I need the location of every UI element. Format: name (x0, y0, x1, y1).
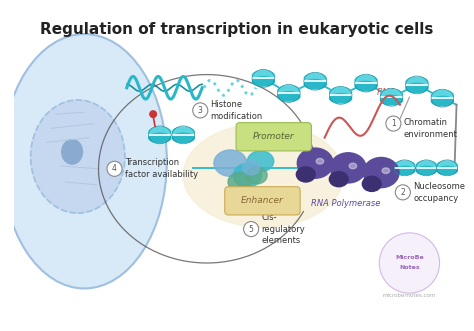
Ellipse shape (355, 75, 377, 85)
Circle shape (107, 161, 122, 176)
Ellipse shape (296, 167, 315, 182)
Text: Notes: Notes (399, 265, 420, 270)
Ellipse shape (416, 166, 437, 175)
Ellipse shape (304, 73, 326, 83)
Ellipse shape (252, 71, 274, 80)
Text: RNA: RNA (376, 88, 396, 97)
Ellipse shape (355, 81, 377, 91)
Circle shape (193, 103, 208, 118)
Text: Transcription
factor availability: Transcription factor availability (125, 159, 198, 179)
Ellipse shape (172, 127, 194, 137)
Text: 4: 4 (112, 164, 117, 173)
Ellipse shape (252, 77, 274, 86)
Ellipse shape (183, 123, 344, 227)
Ellipse shape (172, 133, 194, 143)
Ellipse shape (381, 90, 402, 99)
Ellipse shape (381, 96, 402, 105)
Ellipse shape (382, 168, 390, 173)
Ellipse shape (297, 148, 333, 178)
FancyBboxPatch shape (225, 187, 300, 215)
Text: Chromatin
environment: Chromatin environment (404, 118, 457, 139)
Ellipse shape (228, 172, 252, 191)
Ellipse shape (246, 167, 267, 184)
FancyBboxPatch shape (236, 122, 311, 151)
Text: 1: 1 (391, 119, 396, 128)
Text: 5: 5 (249, 225, 254, 234)
Ellipse shape (149, 133, 171, 143)
Ellipse shape (278, 92, 300, 101)
Text: 2: 2 (401, 188, 405, 197)
Ellipse shape (330, 153, 366, 183)
Text: Promoter: Promoter (253, 132, 294, 141)
Text: MicroBe: MicroBe (395, 255, 424, 260)
Text: microbernotes.com: microbernotes.com (383, 293, 436, 298)
Text: RNA Polymerase: RNA Polymerase (310, 199, 380, 208)
Ellipse shape (329, 94, 352, 103)
Ellipse shape (437, 166, 457, 175)
Text: Enhancer: Enhancer (241, 196, 284, 205)
Ellipse shape (329, 88, 352, 97)
Ellipse shape (2, 34, 167, 288)
Ellipse shape (233, 164, 262, 187)
Circle shape (379, 233, 439, 293)
Ellipse shape (394, 161, 415, 169)
Ellipse shape (437, 161, 457, 169)
Text: Cis-
regulatory
elements: Cis- regulatory elements (262, 213, 305, 245)
Circle shape (150, 111, 156, 118)
Ellipse shape (363, 158, 399, 188)
Ellipse shape (243, 161, 260, 175)
Ellipse shape (431, 96, 454, 106)
Ellipse shape (304, 79, 326, 89)
Circle shape (244, 221, 259, 237)
Ellipse shape (431, 90, 454, 100)
Ellipse shape (329, 172, 348, 187)
Ellipse shape (394, 166, 415, 175)
Ellipse shape (416, 161, 437, 169)
Circle shape (386, 116, 401, 131)
Ellipse shape (62, 140, 82, 164)
Ellipse shape (406, 83, 428, 93)
Ellipse shape (278, 86, 300, 95)
Ellipse shape (149, 127, 171, 137)
Text: 3: 3 (198, 106, 203, 115)
Ellipse shape (214, 150, 247, 176)
Ellipse shape (316, 159, 324, 164)
Circle shape (395, 185, 410, 200)
Ellipse shape (349, 163, 356, 169)
Ellipse shape (362, 176, 381, 191)
Text: Regulation of transcription in eukaryotic cells: Regulation of transcription in eukaryoti… (40, 22, 434, 37)
Ellipse shape (31, 100, 125, 213)
Ellipse shape (406, 77, 428, 87)
Text: Nucleosome
occupancy: Nucleosome occupancy (413, 182, 465, 203)
Text: Histone
modification: Histone modification (210, 100, 263, 121)
Ellipse shape (247, 151, 274, 172)
